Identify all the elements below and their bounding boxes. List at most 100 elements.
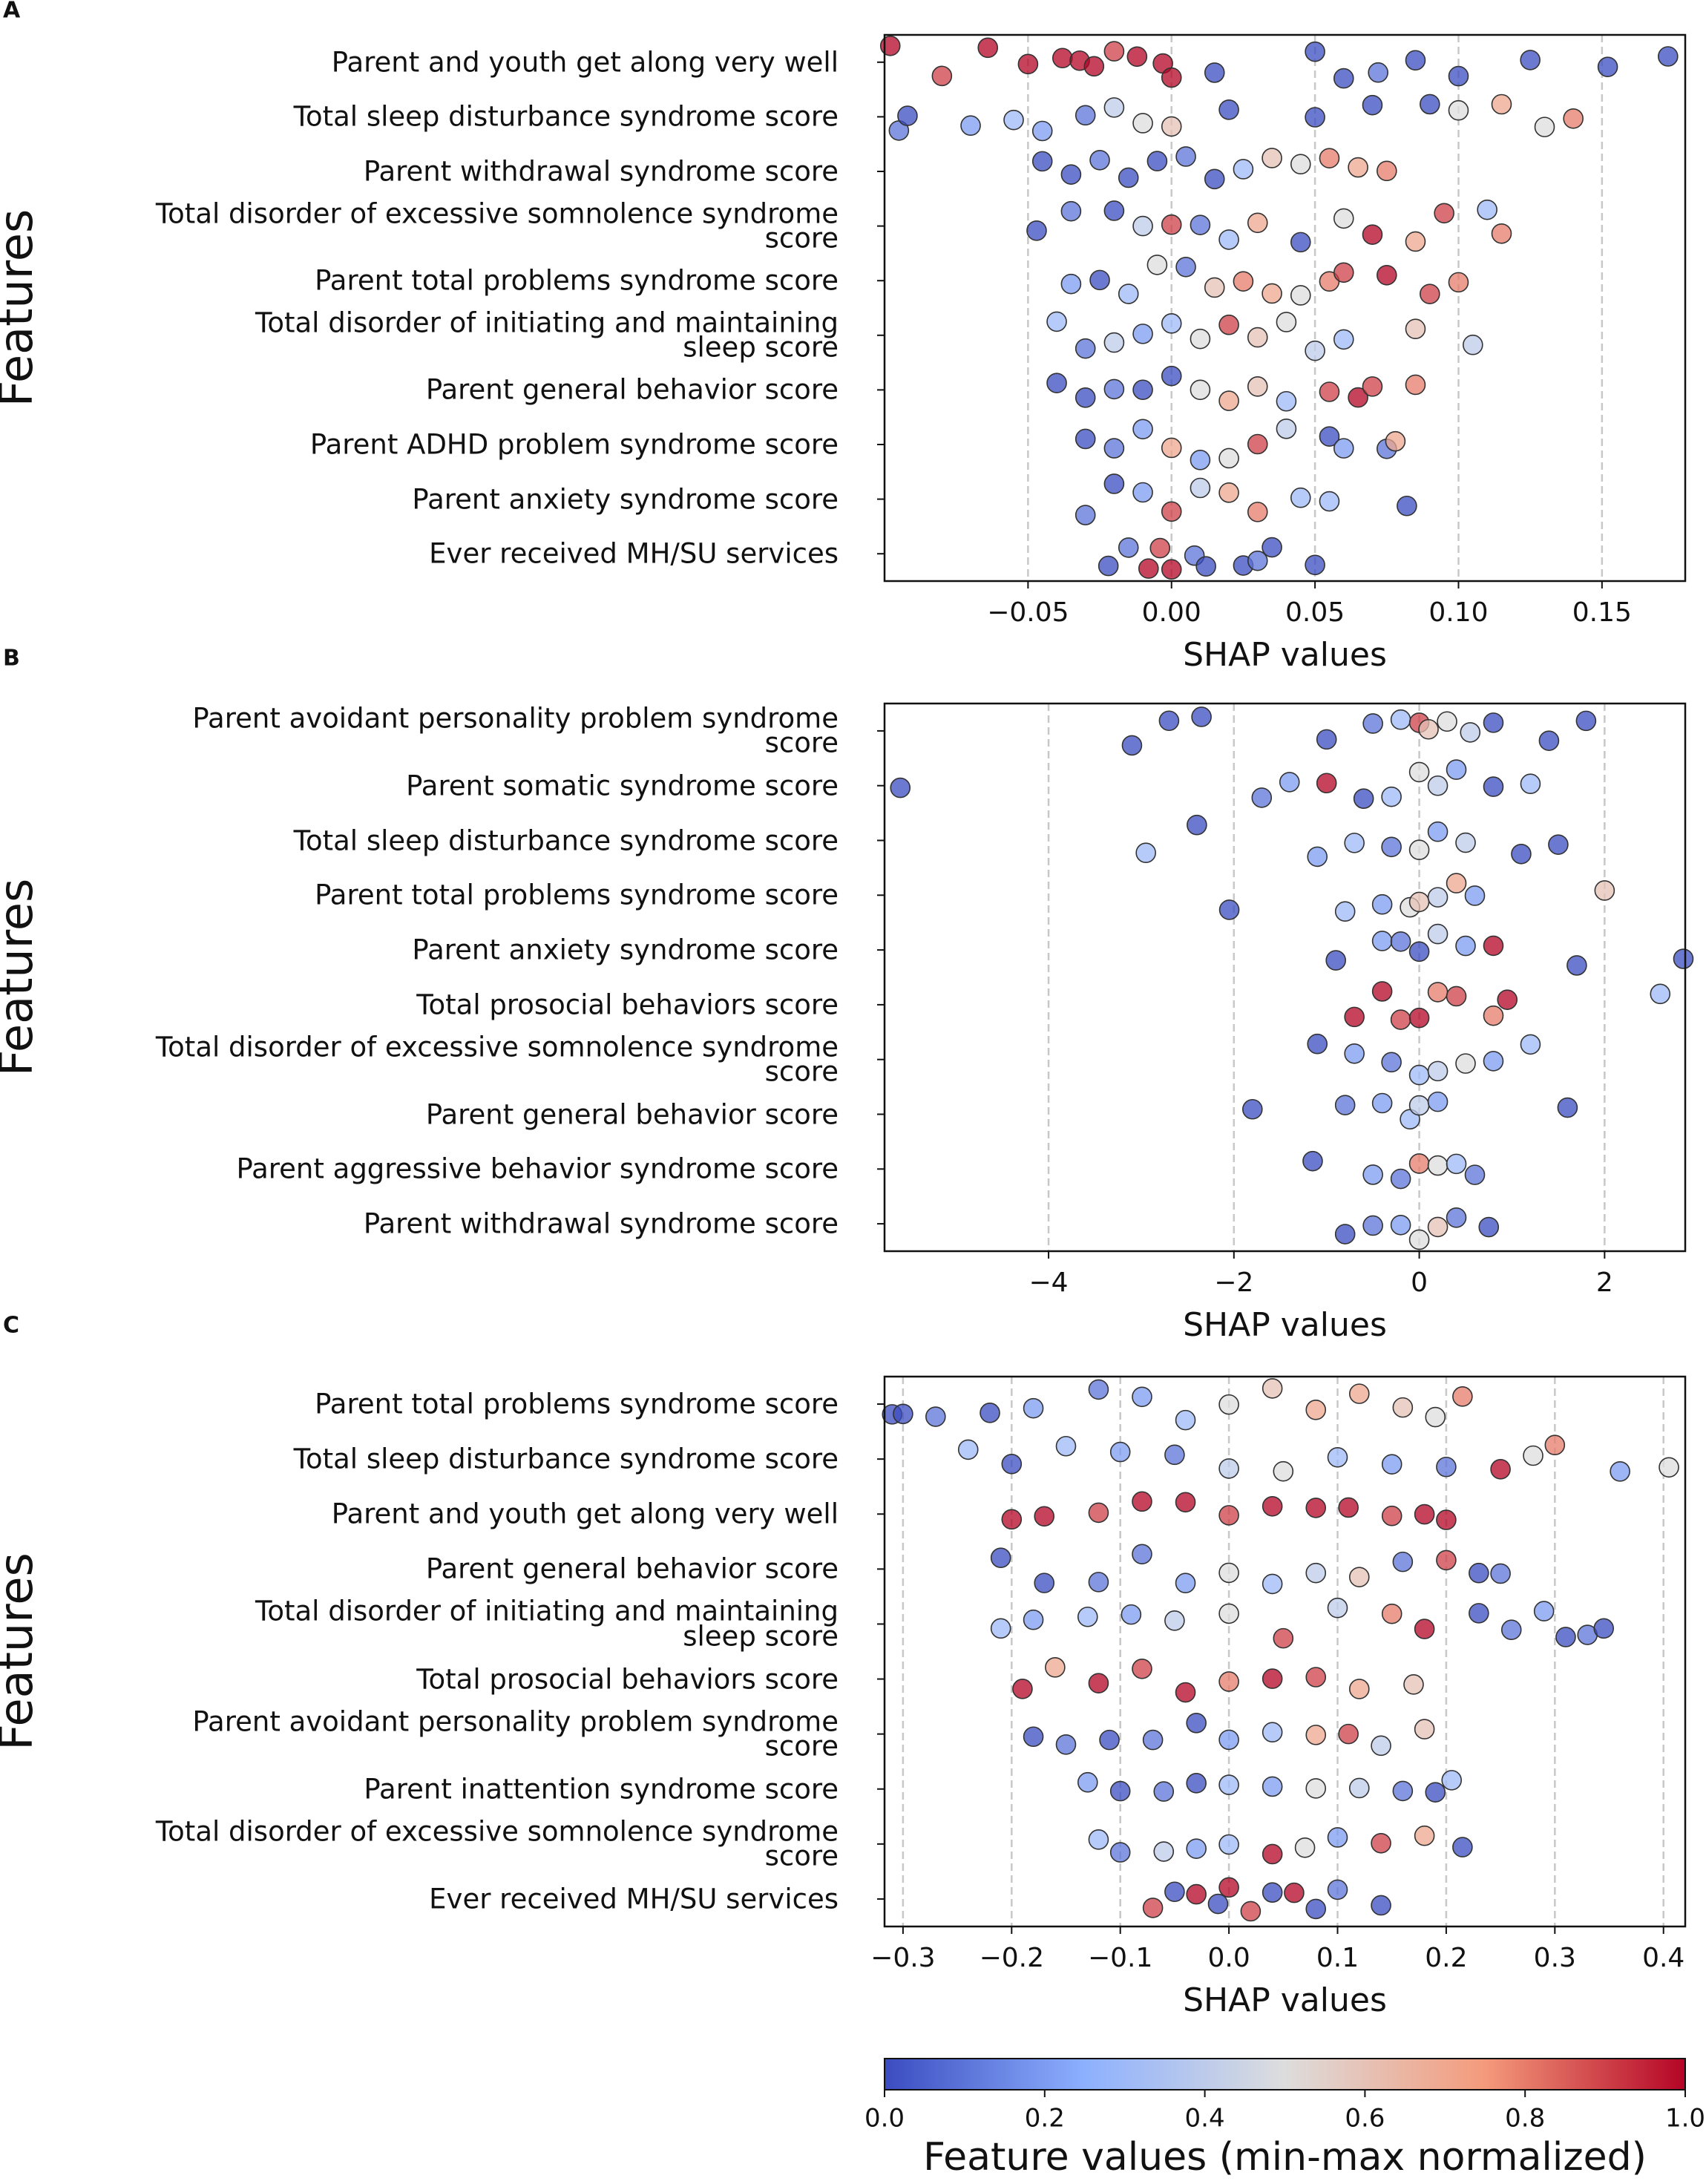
point <box>1344 1043 1365 1064</box>
point <box>1333 329 1354 350</box>
point <box>1294 1837 1316 1858</box>
feature-label: Total disorder of excessive somnolence s… <box>155 1815 839 1872</box>
point <box>931 65 953 87</box>
point <box>1001 1509 1023 1530</box>
point <box>1031 151 1053 172</box>
point <box>1132 215 1153 237</box>
point <box>1305 340 1325 361</box>
point <box>1103 332 1125 353</box>
point <box>1146 151 1168 171</box>
feature-label: Parent anxiety syndrome score <box>412 934 839 966</box>
point <box>1381 1052 1402 1073</box>
point <box>1376 264 1397 286</box>
point <box>1218 1729 1239 1751</box>
feature-label: Parent somatic syndrome score <box>406 770 839 802</box>
point <box>1414 1503 1435 1525</box>
feature-label: Parent total problems syndrome score <box>315 1388 839 1420</box>
panel-label: B <box>3 646 20 672</box>
point <box>1149 537 1171 559</box>
point <box>1109 1441 1131 1463</box>
point <box>990 1547 1011 1568</box>
point <box>1218 1774 1239 1795</box>
point <box>890 777 911 798</box>
point <box>1414 1719 1435 1739</box>
point <box>1276 312 1297 332</box>
point <box>1218 1562 1239 1584</box>
point <box>1187 814 1207 836</box>
point <box>1247 550 1268 571</box>
point <box>1218 1603 1239 1624</box>
point <box>1408 1007 1430 1029</box>
point <box>1446 1153 1467 1175</box>
point <box>1132 1658 1152 1679</box>
point <box>1436 1509 1457 1530</box>
point <box>1103 438 1125 459</box>
point <box>1520 773 1541 795</box>
point <box>1348 157 1368 178</box>
point <box>1132 482 1153 503</box>
point <box>1534 117 1555 137</box>
point <box>1262 537 1282 558</box>
point <box>1448 99 1469 121</box>
point <box>1083 56 1105 77</box>
point <box>1405 318 1426 340</box>
point <box>1327 1879 1348 1901</box>
point <box>1575 710 1597 732</box>
point <box>1034 1573 1055 1593</box>
point <box>1146 255 1168 275</box>
panel-label: A <box>3 0 21 24</box>
point <box>1448 65 1469 87</box>
feature-label: Total prosocial behaviors score <box>416 988 839 1021</box>
point <box>1333 438 1354 459</box>
point <box>1161 559 1182 580</box>
colorbar-tick-label: 0.0 <box>865 2104 905 2134</box>
point <box>1418 718 1439 740</box>
point <box>1284 1882 1305 1903</box>
point <box>1497 989 1518 1010</box>
feature-label: Total prosocial behaviors score <box>416 1662 839 1695</box>
point <box>1434 203 1454 224</box>
y-axis-label: Features <box>0 879 43 1077</box>
feature-label: Total disorder of initiating and maintai… <box>255 1596 839 1653</box>
point <box>1371 1832 1391 1854</box>
point <box>1132 419 1153 440</box>
colorbar-tick-label: 0.4 <box>1185 2104 1225 2134</box>
x-axis-label: SHAP values <box>1183 1981 1387 2019</box>
point <box>1408 839 1430 861</box>
point <box>1362 1164 1383 1185</box>
point <box>1262 1378 1283 1399</box>
point <box>1405 50 1426 71</box>
point <box>1142 1898 1164 1918</box>
point <box>1164 1881 1185 1903</box>
point <box>1302 1150 1323 1172</box>
point <box>1190 328 1211 350</box>
axes-frame <box>883 1375 1687 1928</box>
point <box>1368 62 1388 83</box>
x-axis-label: SHAP values <box>1183 1306 1387 1344</box>
point <box>1218 390 1239 411</box>
x-tick-label: 2 <box>1596 1268 1613 1298</box>
point <box>1233 159 1254 180</box>
point <box>1371 1735 1391 1757</box>
colorbar-tick-label: 0.6 <box>1345 2104 1385 2134</box>
point <box>1207 1893 1229 1915</box>
point <box>1392 1551 1414 1573</box>
x-tick-label: −4 <box>1029 1268 1069 1298</box>
point <box>1305 1562 1327 1584</box>
point <box>1436 1456 1457 1478</box>
point <box>1190 214 1211 235</box>
point <box>1190 477 1211 499</box>
point <box>1164 1444 1185 1466</box>
point <box>1247 433 1268 455</box>
point <box>1218 447 1239 469</box>
point <box>1218 229 1239 250</box>
feature-label: Total disorder of excessive somnolence s… <box>155 197 839 255</box>
x-tick-label: −0.05 <box>987 597 1069 628</box>
point <box>1348 1777 1370 1799</box>
point <box>1218 1671 1239 1692</box>
point <box>1001 1453 1023 1475</box>
point <box>1469 1562 1489 1584</box>
point <box>1075 505 1096 525</box>
point <box>1195 556 1216 577</box>
